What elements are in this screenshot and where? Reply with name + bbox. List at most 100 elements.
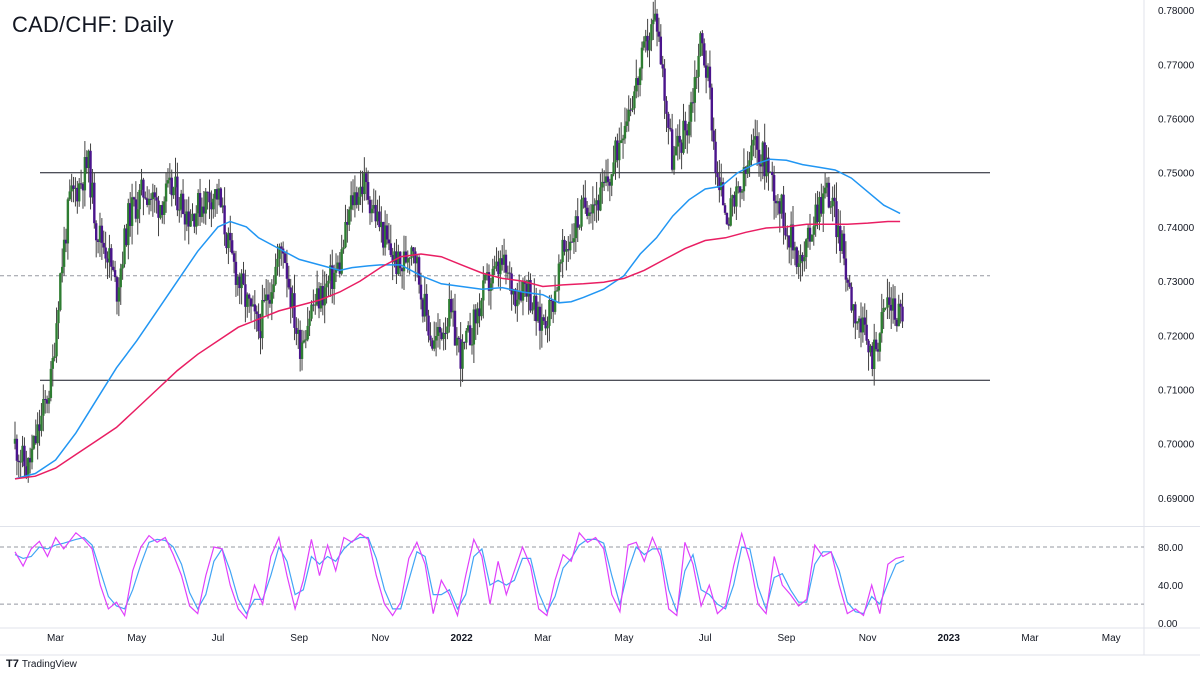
candle-body — [161, 205, 164, 215]
candle-body — [805, 239, 808, 258]
candle-body — [142, 179, 145, 198]
candle-body — [391, 254, 394, 263]
candle-body — [737, 186, 740, 188]
candle-body — [157, 200, 160, 218]
candle-body — [342, 247, 345, 250]
candle-body — [189, 220, 192, 227]
candle-body — [457, 337, 460, 340]
candle-body — [689, 102, 693, 122]
price-tick-label: 0.69000 — [1158, 494, 1195, 505]
candle-body — [55, 323, 58, 357]
candle-body — [517, 291, 521, 300]
candle-body — [259, 331, 262, 339]
candle-body — [687, 121, 691, 136]
moving-average-slow-line — [14, 220, 901, 480]
candle-body — [295, 327, 298, 334]
candle-body — [368, 199, 372, 214]
candle-body — [321, 286, 325, 306]
candle-body — [856, 321, 859, 324]
candle-body — [115, 277, 119, 302]
candle-body — [453, 310, 457, 346]
candle-body — [655, 13, 659, 32]
candle-body — [397, 251, 400, 275]
candle-body — [557, 263, 561, 291]
candle-body — [79, 183, 83, 185]
candle-body — [399, 251, 402, 269]
candle-body — [419, 284, 423, 300]
candle-body — [408, 257, 411, 259]
candle-body — [695, 76, 698, 78]
candle-body — [308, 318, 311, 326]
candle-body — [200, 206, 204, 217]
candle-body — [370, 208, 374, 214]
candle-body — [95, 223, 98, 241]
candle-body — [642, 41, 646, 48]
candle-body — [638, 68, 642, 86]
candle-body — [108, 248, 111, 263]
candle-body — [808, 227, 812, 242]
candle-body — [317, 288, 321, 309]
candle-body — [769, 171, 772, 173]
candle-body — [608, 181, 612, 186]
candle-body — [438, 326, 442, 333]
candle-body — [198, 192, 202, 217]
candle-body — [98, 225, 102, 242]
candle-body — [533, 295, 536, 310]
candle-body — [619, 140, 623, 143]
candle-body — [831, 197, 834, 207]
candle-body — [795, 247, 798, 267]
candle-body — [676, 135, 680, 147]
candle-body — [36, 424, 39, 444]
candle-body — [170, 177, 173, 196]
candle-body — [519, 291, 523, 301]
candle-body — [336, 262, 340, 269]
candle-body — [497, 261, 500, 275]
candle-body — [501, 258, 504, 265]
candle-body — [614, 140, 617, 163]
candle-body — [706, 66, 710, 78]
tradingview-brand[interactable]: T7 TradingView — [6, 658, 77, 670]
candle-body — [844, 258, 848, 280]
candle-body — [595, 200, 598, 205]
candle-body — [236, 276, 240, 285]
candle-body — [113, 270, 117, 278]
candle-body — [837, 225, 840, 238]
candle-body — [550, 299, 553, 302]
candle-body — [45, 399, 49, 404]
candle-body — [525, 283, 528, 297]
candle-body — [580, 199, 583, 227]
candle-body — [217, 188, 221, 200]
candle-body — [78, 183, 81, 202]
candle-body — [674, 146, 678, 156]
candle-body — [478, 308, 481, 317]
candle-body — [582, 197, 585, 200]
price-tick-label: 0.72000 — [1158, 331, 1195, 342]
candle-body — [757, 149, 761, 165]
candle-body — [599, 187, 602, 211]
candle-body — [727, 224, 731, 226]
candle-body — [672, 155, 676, 170]
candle-body — [659, 36, 663, 65]
candle-body — [195, 213, 198, 227]
candle-body — [474, 309, 477, 324]
candle-body — [93, 182, 96, 224]
candle-body — [274, 266, 277, 285]
candle-body — [512, 289, 515, 295]
candle-body — [544, 320, 547, 329]
candle-body — [61, 266, 64, 274]
candle-body — [699, 33, 702, 56]
candle-body — [297, 329, 300, 334]
candle-body — [506, 272, 510, 274]
candle-body — [365, 173, 368, 183]
candle-body — [733, 195, 736, 207]
candle-body — [85, 157, 88, 169]
candle-body — [788, 235, 791, 248]
candle-body — [551, 301, 555, 312]
candle-body — [387, 239, 391, 244]
candle-body — [23, 445, 26, 467]
candle-body — [219, 188, 223, 208]
candle-body — [782, 194, 785, 229]
candle-body — [353, 192, 357, 206]
time-tick-label: 2023 — [938, 633, 961, 644]
